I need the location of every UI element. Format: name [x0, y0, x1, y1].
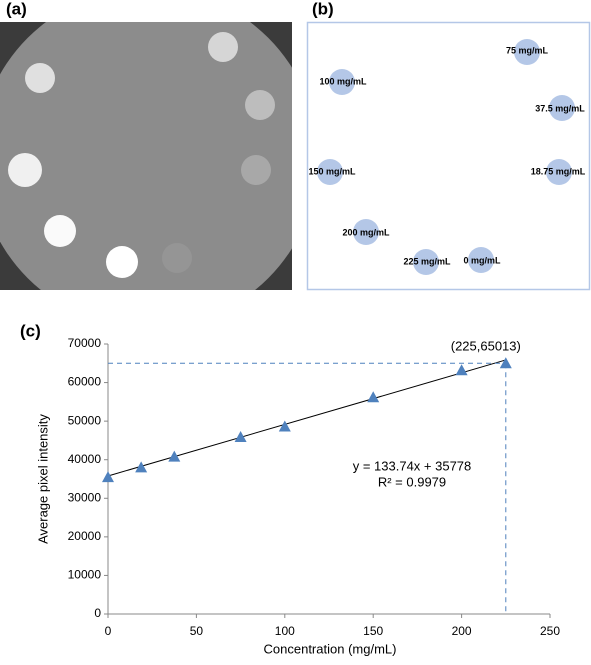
y-tick-label: 40000	[68, 452, 102, 466]
x-tick-label: 250	[540, 624, 560, 638]
x-tick-label: 50	[190, 624, 204, 638]
y-axis-label: Average pixel intensity	[35, 414, 50, 544]
x-tick-label: 200	[452, 624, 472, 638]
point	[168, 450, 181, 462]
equation: y = 133.74x + 35778	[353, 458, 472, 473]
point	[367, 391, 380, 403]
x-tick-label: 150	[363, 624, 383, 638]
panel-label: (c)	[20, 321, 41, 340]
point-label: (225,65013)	[451, 339, 521, 354]
y-tick-label: 50000	[68, 413, 102, 427]
sample-label: 18.75 mg/mL	[531, 166, 586, 176]
sample-label: 75 mg/mL	[506, 45, 549, 55]
point	[234, 430, 247, 442]
y-tick-label: 20000	[68, 529, 102, 543]
point	[135, 461, 148, 473]
point	[102, 471, 114, 483]
y-tick-label: 10000	[68, 568, 102, 582]
y-tick-label: 0	[94, 606, 101, 620]
sample-label: 0 mg/mL	[463, 255, 501, 265]
sample-label: 225 mg/mL	[403, 256, 451, 266]
y-tick-label: 30000	[68, 490, 102, 504]
x-axis-label: Concentration (mg/mL)	[264, 641, 397, 656]
r-squared: R² = 0.9979	[378, 474, 446, 489]
ct-image	[0, 22, 292, 290]
y-tick-label: 70000	[68, 336, 102, 350]
sample-label: 150 mg/mL	[308, 166, 356, 176]
point	[455, 364, 468, 376]
sample-label: 37.5 mg/mL	[535, 103, 585, 113]
panel-label: (a)	[6, 0, 27, 18]
point	[499, 357, 512, 369]
chart: Concentration (mg/mL) Average pixel inte…	[35, 336, 560, 656]
sample-label: 100 mg/mL	[319, 76, 367, 86]
y-tick-label: 60000	[68, 375, 102, 389]
panel-label: (b)	[312, 0, 334, 18]
sample-label: 200 mg/mL	[342, 227, 390, 237]
x-tick-label: 0	[105, 624, 112, 638]
layout-diagram: 75 mg/mL 100 mg/mL 37.5 mg/mL 150 mg/mL …	[306, 21, 591, 291]
point	[278, 420, 291, 432]
x-tick-label: 100	[275, 624, 295, 638]
